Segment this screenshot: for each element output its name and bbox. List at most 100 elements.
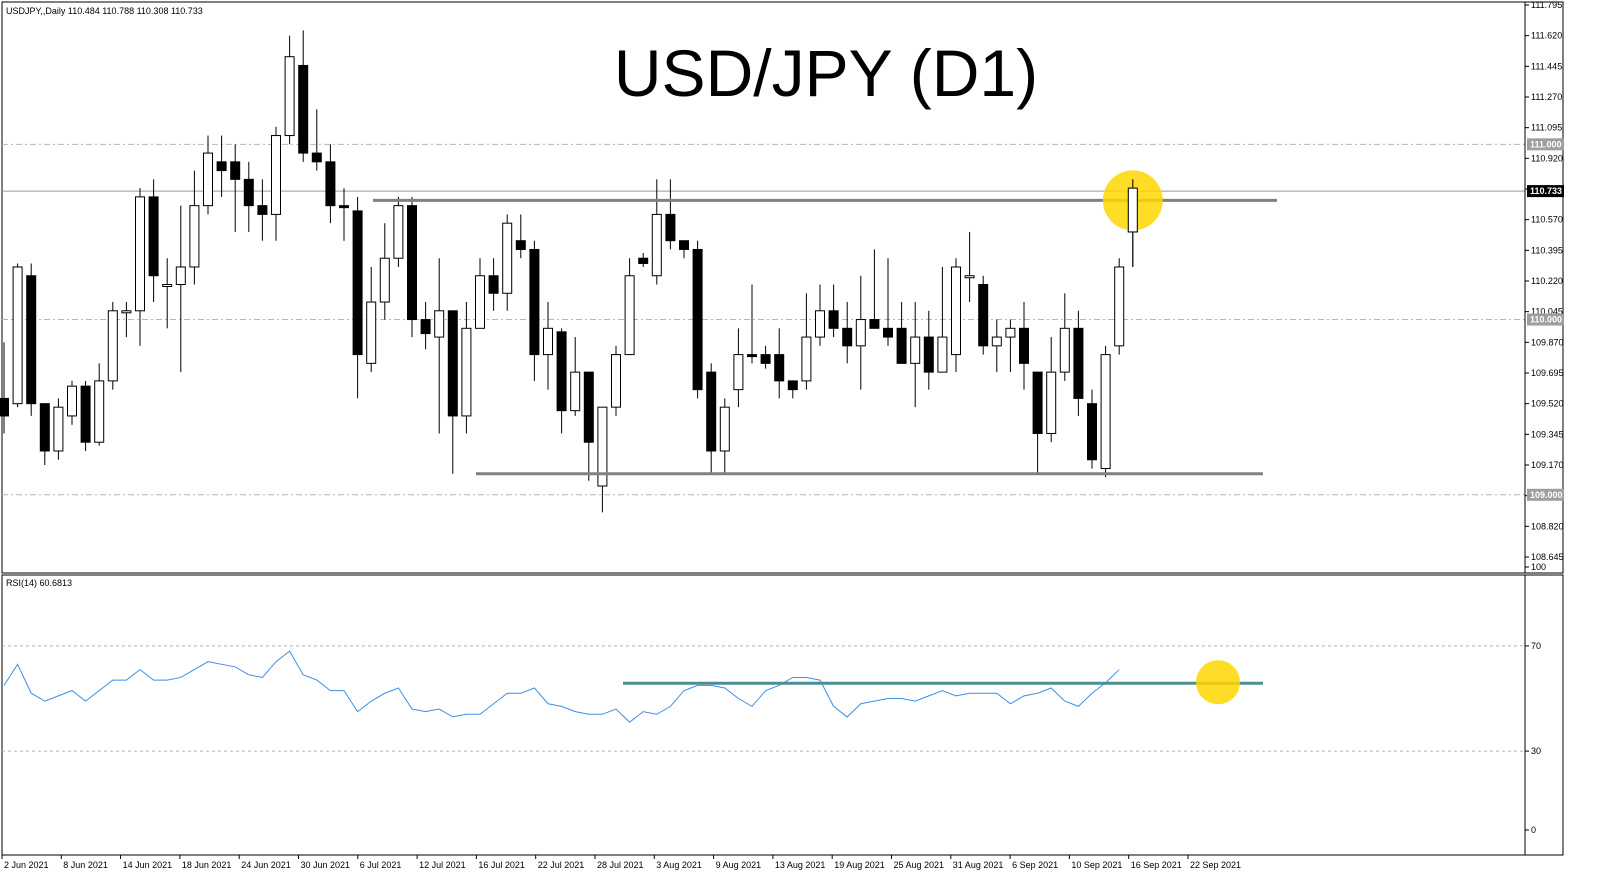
price-level-lines bbox=[2, 143, 1525, 496]
price-tick-label: 111.620 bbox=[1531, 31, 1562, 41]
candle-body bbox=[1087, 403, 1097, 461]
candle-body bbox=[502, 222, 513, 294]
candle bbox=[638, 252, 649, 267]
candle bbox=[515, 214, 526, 259]
candle-body bbox=[461, 327, 472, 417]
candle bbox=[502, 214, 513, 311]
candle-body bbox=[747, 354, 757, 358]
candle-body bbox=[651, 213, 662, 277]
candle bbox=[597, 406, 608, 513]
candle-body bbox=[665, 213, 676, 242]
candle bbox=[488, 258, 499, 311]
rsi-tick-label: 100 bbox=[1531, 562, 1546, 572]
candle bbox=[855, 275, 866, 390]
rsi-panel-frame bbox=[1, 574, 1564, 856]
candle-body bbox=[638, 257, 649, 264]
price-tick-label: 110.220 bbox=[1531, 276, 1563, 286]
candle bbox=[175, 205, 186, 373]
candle-body bbox=[0, 397, 9, 417]
candle-body bbox=[1005, 327, 1016, 338]
candle bbox=[1046, 337, 1057, 443]
candle-body bbox=[148, 196, 159, 277]
rsi-level-lines bbox=[2, 645, 1525, 752]
candle bbox=[747, 284, 757, 364]
rsi-series bbox=[3, 650, 1120, 723]
candle-body bbox=[855, 319, 866, 347]
candle bbox=[80, 380, 91, 451]
price-tick-label: 110.570 bbox=[1531, 215, 1563, 225]
time-tick-label: 19 Aug 2021 bbox=[834, 860, 885, 870]
candle bbox=[420, 302, 431, 350]
candle-body bbox=[515, 240, 526, 250]
price-badge: 109.000 bbox=[1527, 488, 1564, 501]
candle-body bbox=[828, 310, 839, 329]
price-tick-label: 110.045 bbox=[1531, 307, 1563, 317]
time-tick-label: 16 Sep 2021 bbox=[1131, 860, 1182, 870]
candle-body bbox=[271, 135, 281, 215]
candle-body bbox=[706, 371, 717, 452]
candle-body bbox=[760, 354, 771, 364]
candle bbox=[570, 337, 581, 416]
candle bbox=[923, 310, 934, 390]
candle-body bbox=[434, 310, 445, 338]
candle bbox=[461, 302, 472, 434]
candle-body bbox=[189, 205, 200, 268]
candle bbox=[148, 179, 159, 303]
candle-body bbox=[570, 371, 581, 412]
candle bbox=[543, 302, 553, 390]
candle-body bbox=[923, 336, 934, 373]
candle-body bbox=[937, 336, 948, 373]
time-tick-label: 25 Aug 2021 bbox=[894, 860, 945, 870]
price-badge-label: 110.733 bbox=[1530, 186, 1562, 196]
candle-body bbox=[162, 284, 173, 288]
candle-body bbox=[883, 327, 893, 338]
candle bbox=[284, 35, 295, 145]
candle-body bbox=[787, 380, 798, 391]
candle bbox=[67, 380, 77, 425]
candle bbox=[883, 258, 893, 346]
time-tick-label: 18 Jun 2021 bbox=[182, 860, 232, 870]
candle-body bbox=[243, 178, 254, 207]
candle bbox=[434, 258, 445, 434]
candle bbox=[910, 302, 921, 408]
price-badge-label: 111.000 bbox=[1530, 139, 1562, 149]
candle-body bbox=[352, 210, 363, 356]
candle-body bbox=[991, 336, 1002, 347]
candle bbox=[379, 223, 390, 320]
candle-body bbox=[175, 266, 186, 286]
chart-title: USD/JPY (D1) bbox=[614, 36, 1038, 110]
candle-body bbox=[257, 205, 268, 215]
candle-body bbox=[216, 161, 227, 172]
candle bbox=[12, 263, 23, 408]
candle-body bbox=[1100, 354, 1111, 470]
price-badge-box bbox=[1527, 138, 1564, 151]
candle-body bbox=[420, 319, 431, 335]
candle-body bbox=[1114, 266, 1125, 347]
price-tick-label: 111.795 bbox=[1531, 0, 1562, 10]
time-tick-label: 3 Aug 2021 bbox=[656, 860, 702, 870]
candle-body bbox=[121, 310, 132, 314]
candle bbox=[869, 249, 880, 329]
time-tick-label: 13 Aug 2021 bbox=[775, 860, 826, 870]
candle-body bbox=[719, 406, 730, 452]
price-tick-label: 111.445 bbox=[1531, 61, 1562, 71]
candle bbox=[352, 196, 363, 399]
rsi-tick-label: 70 bbox=[1531, 641, 1541, 651]
candle bbox=[216, 135, 227, 197]
rsi-line bbox=[3, 650, 1120, 723]
time-tick-label: 16 Jul 2021 bbox=[478, 860, 525, 870]
candle-body bbox=[1127, 187, 1138, 233]
candle-body bbox=[951, 266, 961, 356]
candle bbox=[325, 144, 336, 224]
candle bbox=[951, 258, 961, 373]
candle bbox=[39, 403, 50, 465]
price-badge: 110.000 bbox=[1527, 313, 1564, 326]
price-panel-frame bbox=[1, 1, 1564, 574]
price-tick-label: 109.170 bbox=[1531, 460, 1564, 470]
candle bbox=[583, 371, 594, 481]
time-tick-label: 30 Jun 2021 bbox=[301, 860, 351, 870]
price-tick-label: 111.270 bbox=[1531, 92, 1562, 102]
candle-body bbox=[543, 327, 553, 356]
candle bbox=[121, 302, 132, 338]
